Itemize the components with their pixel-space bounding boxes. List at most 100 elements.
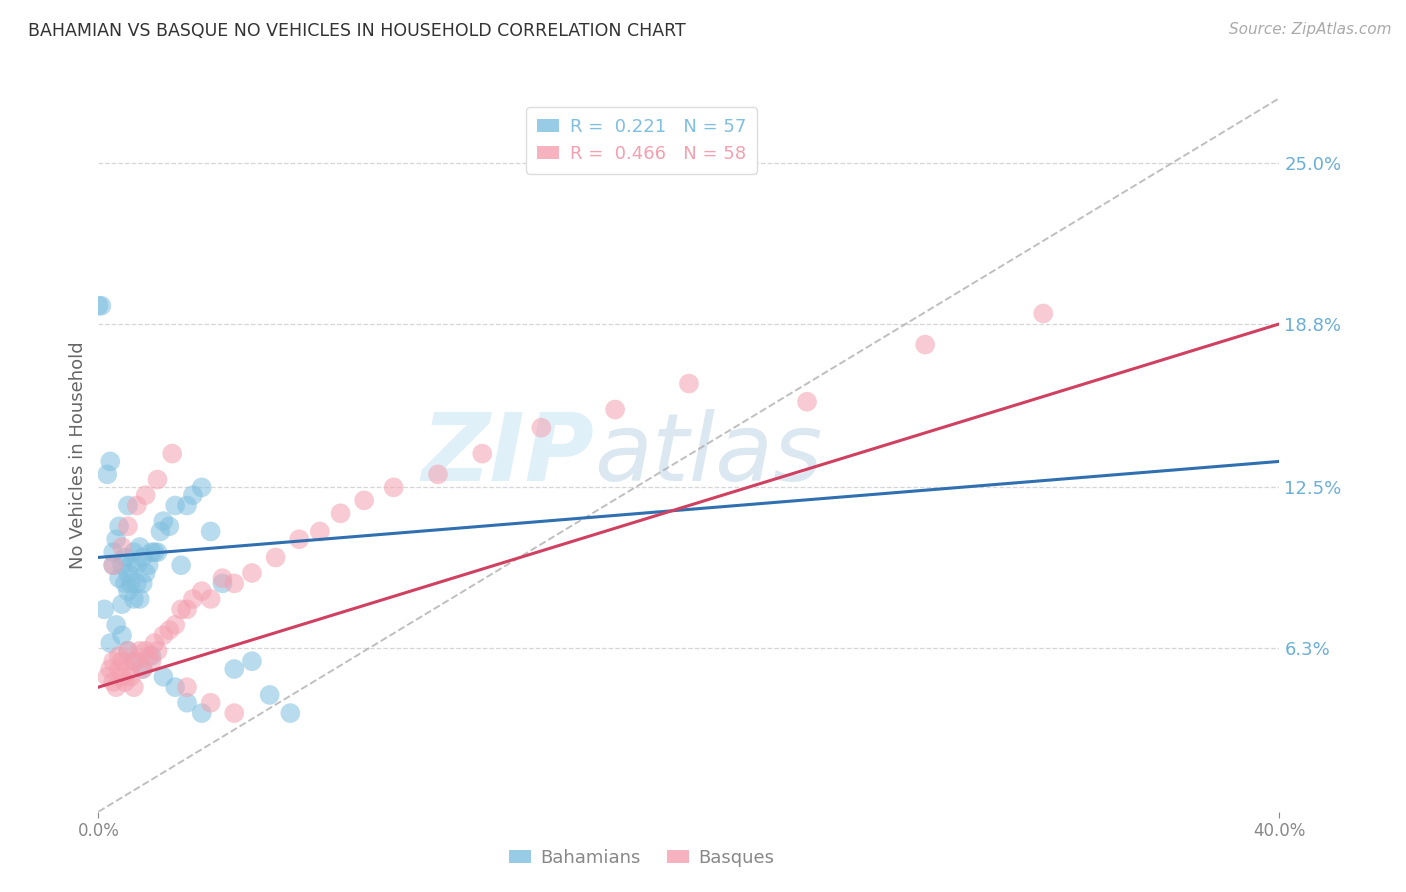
Point: [117, 584, 139, 599]
Point: [181, 488, 204, 502]
Point: [796, 394, 818, 409]
Point: [117, 519, 139, 533]
Point: [132, 576, 155, 591]
Text: Source: ZipAtlas.com: Source: ZipAtlas.com: [1229, 22, 1392, 37]
Point: [128, 591, 150, 606]
Text: atlas: atlas: [595, 409, 823, 500]
Point: [181, 591, 204, 606]
Point: [125, 654, 148, 668]
Point: [264, 550, 287, 565]
Text: BAHAMIAN VS BASQUE NO VEHICLES IN HOUSEHOLD CORRELATION CHART: BAHAMIAN VS BASQUE NO VEHICLES IN HOUSEH…: [28, 22, 686, 40]
Point: [176, 499, 198, 513]
Point: [105, 533, 128, 547]
Point: [125, 499, 148, 513]
Point: [87, 299, 110, 313]
Point: [353, 493, 375, 508]
Point: [152, 670, 174, 684]
Point: [191, 706, 214, 720]
Point: [240, 654, 263, 668]
Point: [122, 545, 145, 559]
Legend: Bahamians, Basques: Bahamians, Basques: [502, 842, 782, 874]
Point: [108, 648, 131, 663]
Point: [176, 680, 198, 694]
Point: [105, 618, 128, 632]
Point: [128, 540, 150, 554]
Point: [111, 670, 134, 684]
Point: [211, 576, 233, 591]
Point: [138, 648, 160, 663]
Point: [157, 623, 180, 637]
Point: [135, 644, 157, 658]
Point: [471, 447, 494, 461]
Point: [117, 662, 139, 676]
Point: [165, 618, 187, 632]
Point: [288, 533, 311, 547]
Point: [111, 558, 134, 573]
Point: [200, 696, 222, 710]
Point: [125, 558, 148, 573]
Point: [170, 558, 193, 573]
Point: [114, 576, 136, 591]
Point: [240, 566, 263, 580]
Point: [143, 545, 166, 559]
Point: [427, 467, 450, 482]
Point: [200, 591, 222, 606]
Point: [157, 519, 180, 533]
Point: [117, 644, 139, 658]
Point: [146, 545, 169, 559]
Point: [117, 644, 139, 658]
Point: [117, 499, 139, 513]
Point: [605, 402, 627, 417]
Point: [141, 654, 163, 668]
Point: [149, 524, 172, 539]
Point: [152, 628, 174, 642]
Point: [200, 524, 222, 539]
Point: [135, 566, 157, 580]
Point: [165, 680, 187, 694]
Point: [143, 636, 166, 650]
Point: [105, 680, 128, 694]
Point: [382, 480, 405, 494]
Point: [165, 499, 187, 513]
Point: [278, 706, 302, 720]
Point: [678, 376, 700, 391]
Point: [117, 566, 139, 580]
Point: [108, 571, 131, 585]
Point: [309, 524, 332, 539]
Point: [122, 654, 145, 668]
Point: [98, 636, 121, 650]
Point: [914, 337, 936, 351]
Point: [162, 447, 183, 461]
Point: [98, 454, 121, 468]
Point: [146, 473, 169, 487]
Point: [111, 628, 134, 642]
Point: [120, 576, 142, 591]
Point: [259, 688, 281, 702]
Point: [111, 597, 134, 611]
Point: [170, 602, 193, 616]
Point: [98, 662, 121, 676]
Point: [176, 602, 198, 616]
Point: [132, 662, 155, 676]
Point: [530, 420, 553, 434]
Text: ZIP: ZIP: [422, 409, 595, 501]
Point: [120, 558, 142, 573]
Point: [111, 540, 134, 554]
Point: [224, 576, 246, 591]
Point: [141, 648, 163, 663]
Y-axis label: No Vehicles in Household: No Vehicles in Household: [69, 341, 87, 569]
Point: [138, 558, 160, 573]
Point: [120, 670, 142, 684]
Point: [128, 644, 150, 658]
Point: [152, 514, 174, 528]
Point: [135, 488, 157, 502]
Point: [103, 545, 125, 559]
Point: [176, 696, 198, 710]
Point: [103, 654, 125, 668]
Point: [96, 670, 118, 684]
Point: [141, 545, 163, 559]
Point: [224, 706, 246, 720]
Point: [191, 584, 214, 599]
Point: [103, 558, 125, 573]
Point: [108, 519, 131, 533]
